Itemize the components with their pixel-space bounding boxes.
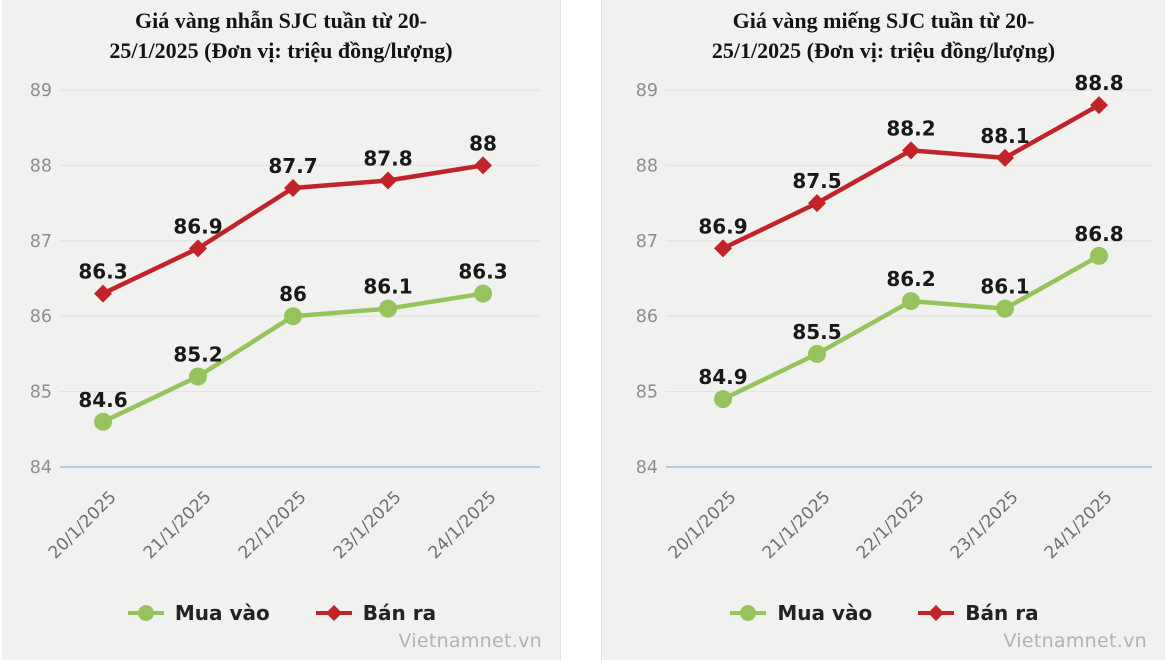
buy-series-marker-icon xyxy=(730,605,767,621)
legend-label: Bán ra xyxy=(362,601,437,625)
svg-text:84.9: 84.9 xyxy=(698,365,747,389)
gold-ring-chart-card: Giá vàng nhẫn SJC tuần từ 20- 25/1/2025 (… xyxy=(2,0,561,660)
svg-text:86.1: 86.1 xyxy=(980,275,1029,299)
svg-text:86.8: 86.8 xyxy=(1074,222,1123,246)
svg-text:85.2: 85.2 xyxy=(173,343,222,367)
watermark: Vietnamnet.vn xyxy=(398,630,542,652)
legend-label: Bán ra xyxy=(965,601,1039,625)
svg-text:22/1/2025: 22/1/2025 xyxy=(853,487,929,563)
svg-text:88.1: 88.1 xyxy=(980,124,1029,148)
svg-text:21/1/2025: 21/1/2025 xyxy=(140,487,216,563)
watermark: Vietnamnet.vn xyxy=(1003,630,1147,652)
sell-series-marker-icon xyxy=(918,605,955,621)
svg-text:88: 88 xyxy=(636,156,658,176)
svg-text:88.8: 88.8 xyxy=(1074,71,1123,95)
svg-text:84: 84 xyxy=(30,458,52,478)
svg-text:86.2: 86.2 xyxy=(886,267,935,291)
svg-text:88: 88 xyxy=(30,156,52,176)
buy-series-marker-icon xyxy=(127,605,164,621)
svg-text:89: 89 xyxy=(636,81,658,101)
svg-text:87.7: 87.7 xyxy=(268,154,317,178)
svg-text:24/1/2025: 24/1/2025 xyxy=(425,487,501,563)
sell-series-marker-icon xyxy=(315,605,352,621)
chart-title-ring: Giá vàng nhẫn SJC tuần từ 20- 25/1/2025 (… xyxy=(2,6,560,67)
legend-item-ban-ra[interactable]: Bán ra xyxy=(916,601,1039,625)
svg-text:86.9: 86.9 xyxy=(173,214,222,238)
svg-text:89: 89 xyxy=(30,81,52,101)
svg-text:24/1/2025: 24/1/2025 xyxy=(1041,487,1117,563)
svg-text:87: 87 xyxy=(30,232,52,252)
svg-text:86: 86 xyxy=(30,307,52,327)
legend-bar: Mua vào Bán ra xyxy=(602,600,1165,626)
legend-label: Mua vào xyxy=(174,601,270,625)
svg-text:84: 84 xyxy=(636,458,658,478)
title-line-2: 25/1/2025 (Đơn vị: triệu đồng/lượng) xyxy=(109,38,453,64)
svg-text:85: 85 xyxy=(30,383,52,403)
gold-bar-chart-card: Giá vàng miếng SJC tuần từ 20- 25/1/2025 … xyxy=(601,0,1165,660)
legend-ring: Mua vào Bán ra xyxy=(2,600,560,626)
svg-text:21/1/2025: 21/1/2025 xyxy=(759,487,835,563)
title-line-2: 25/1/2025 (Đơn vị: triệu đồng/lượng) xyxy=(711,38,1056,64)
chart-title-bar: Giá vàng miếng SJC tuần từ 20- 25/1/2025 … xyxy=(602,6,1165,67)
svg-text:86.3: 86.3 xyxy=(458,260,507,284)
svg-text:84.6: 84.6 xyxy=(78,388,127,412)
legend-item-ban-ra[interactable]: Bán ra xyxy=(314,601,436,625)
svg-text:88: 88 xyxy=(469,131,497,155)
legend-item-mua-vao[interactable]: Mua vào xyxy=(728,601,872,625)
svg-text:20/1/2025: 20/1/2025 xyxy=(665,487,741,563)
svg-text:88.2: 88.2 xyxy=(886,116,935,140)
svg-text:85.5: 85.5 xyxy=(792,320,841,344)
svg-text:87: 87 xyxy=(636,232,658,252)
svg-text:87.8: 87.8 xyxy=(363,146,412,170)
svg-text:86: 86 xyxy=(279,282,307,306)
svg-text:86.9: 86.9 xyxy=(698,214,747,238)
legend-item-mua-vao[interactable]: Mua vào xyxy=(126,601,270,625)
svg-text:86.1: 86.1 xyxy=(363,275,412,299)
svg-text:85: 85 xyxy=(636,383,658,403)
svg-text:23/1/2025: 23/1/2025 xyxy=(947,487,1023,563)
svg-text:23/1/2025: 23/1/2025 xyxy=(330,487,406,563)
legend-label: Mua vào xyxy=(777,601,873,625)
title-line-1: Giá vàng miếng SJC tuần từ 20- xyxy=(732,8,1035,33)
svg-text:87.5: 87.5 xyxy=(792,169,841,193)
title-line-1: Giá vàng nhẫn SJC tuần từ 20- xyxy=(135,8,427,33)
svg-text:86: 86 xyxy=(636,307,658,327)
svg-text:86.3: 86.3 xyxy=(78,260,127,284)
svg-text:22/1/2025: 22/1/2025 xyxy=(235,487,311,563)
svg-text:20/1/2025: 20/1/2025 xyxy=(45,487,121,563)
